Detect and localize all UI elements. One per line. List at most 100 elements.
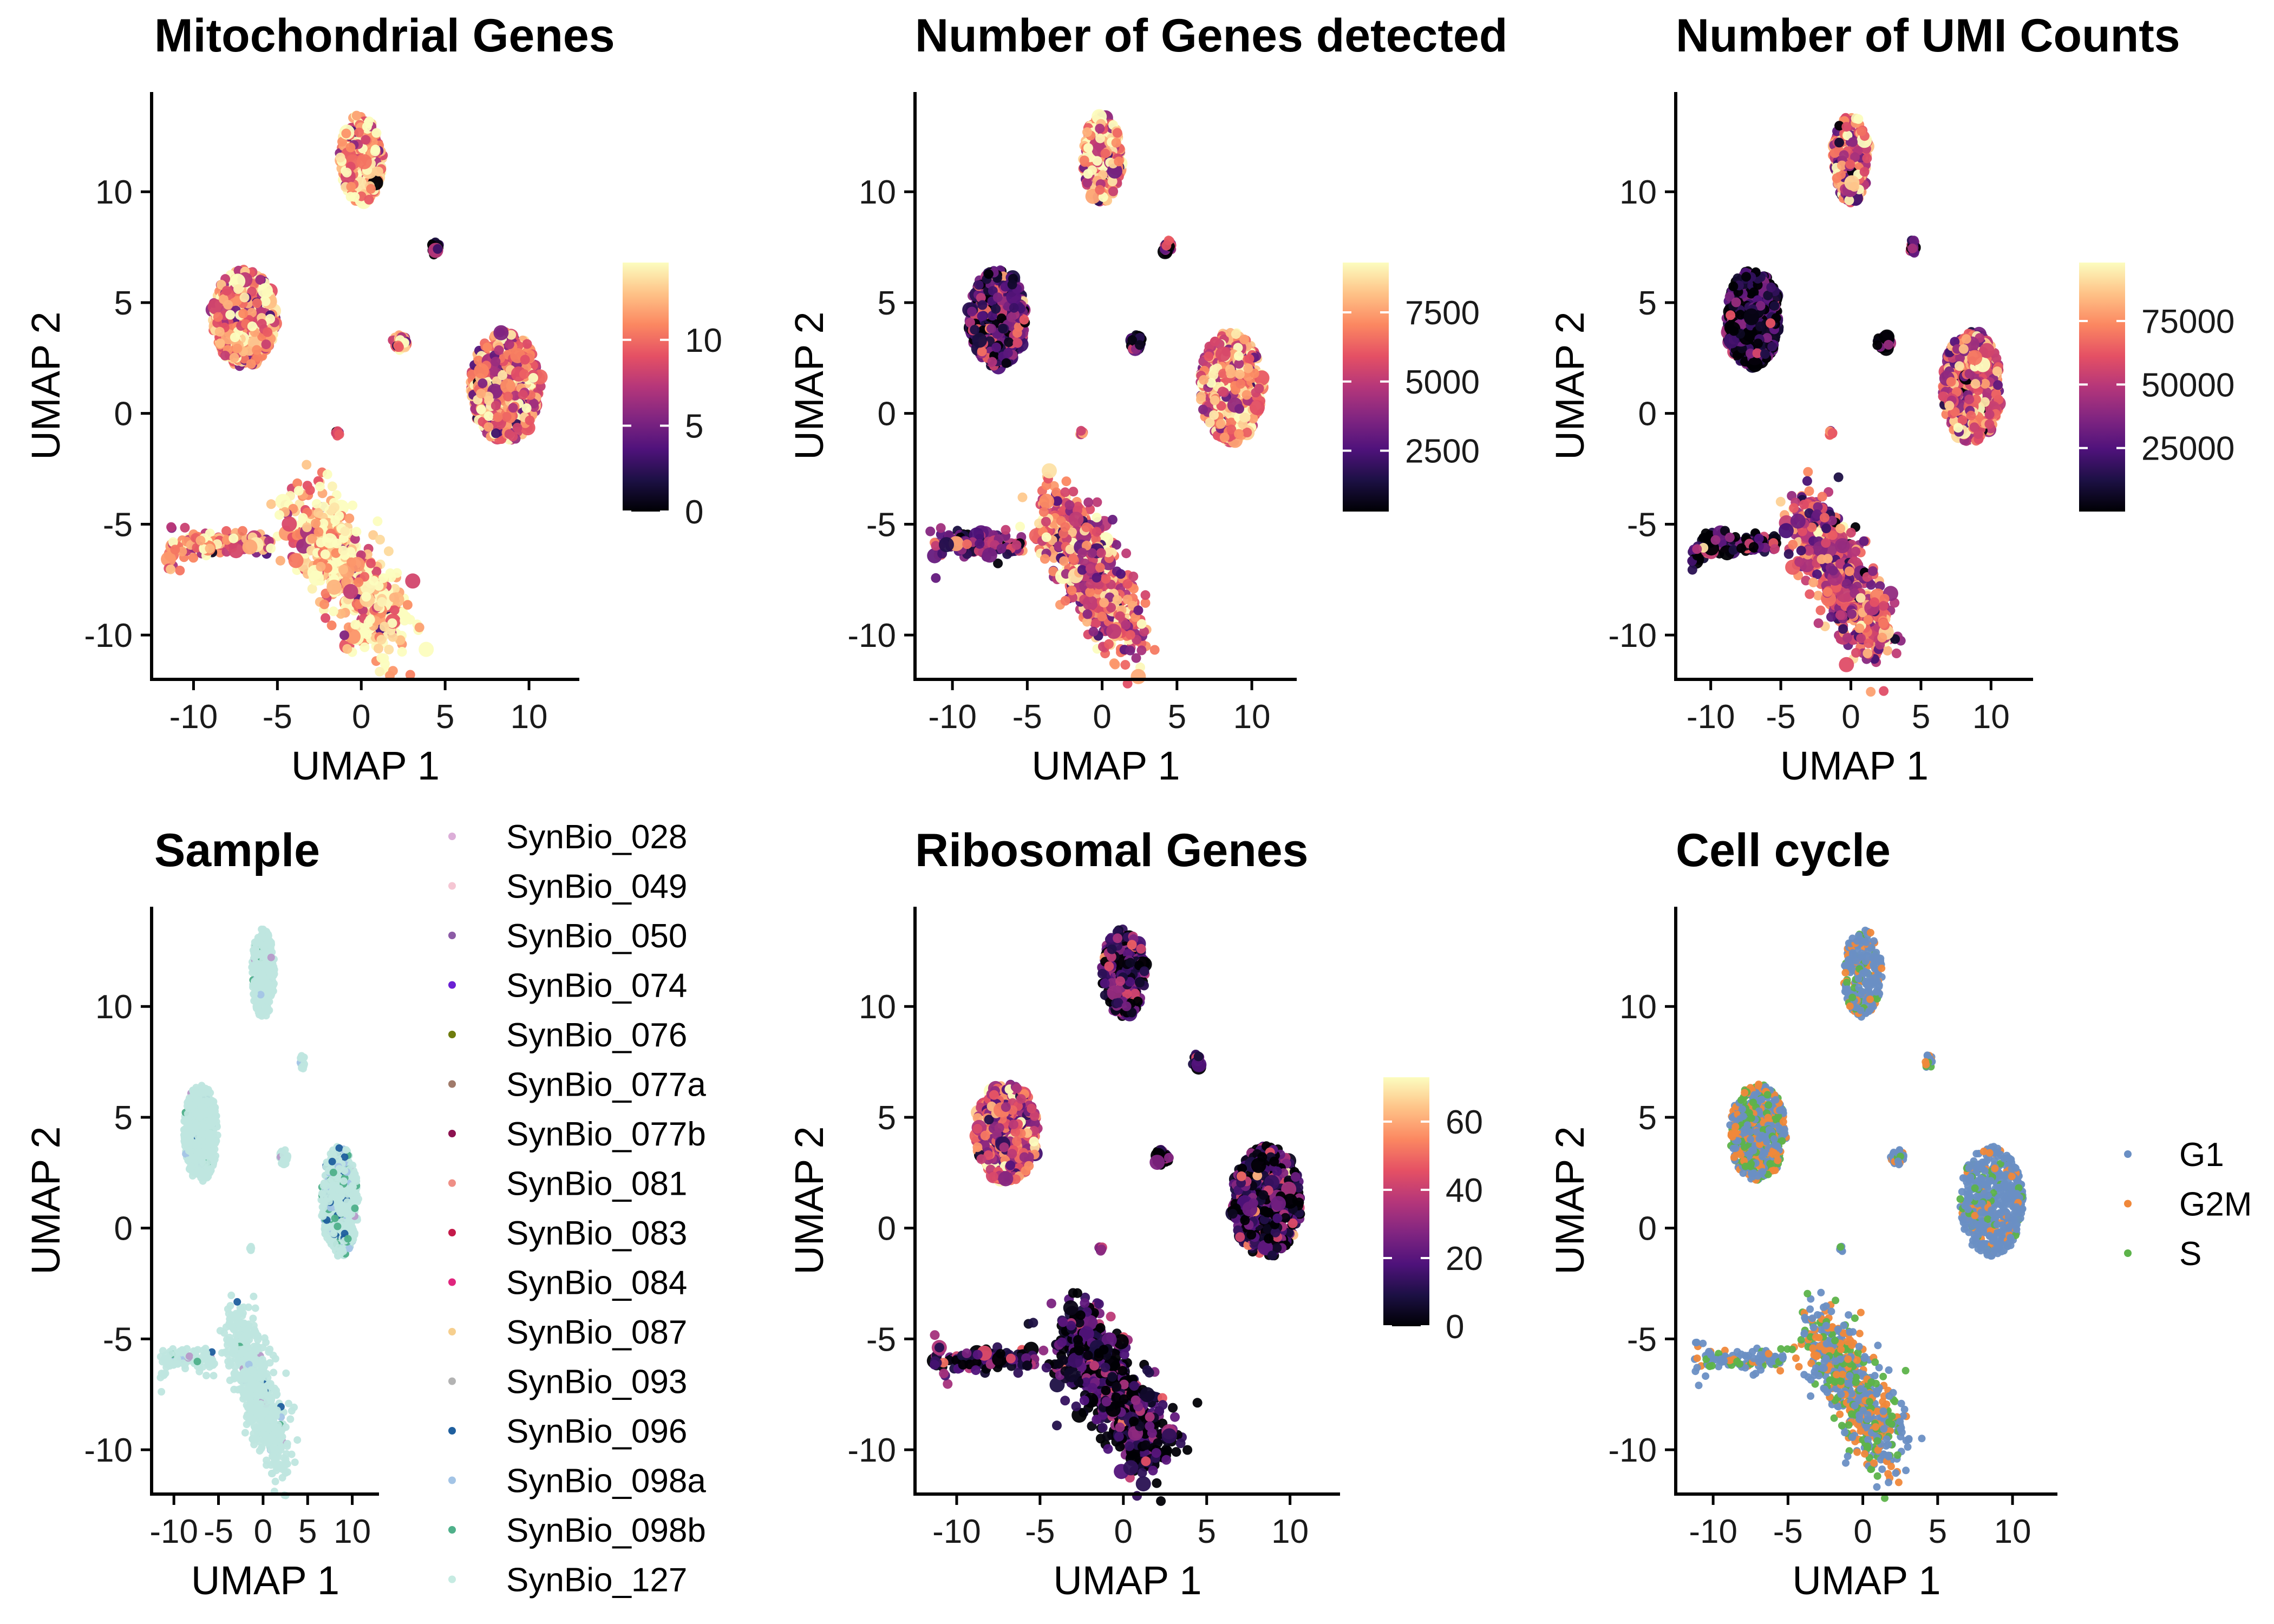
data-point [1082, 178, 1093, 188]
colorbar [1343, 263, 1389, 512]
data-point [220, 350, 230, 361]
data-point [492, 388, 502, 398]
data-point [1082, 595, 1098, 611]
data-point [1099, 598, 1109, 608]
data-point [369, 575, 379, 586]
x-tick-label: 5 [436, 698, 454, 736]
data-point [1042, 463, 1057, 479]
data-point [1079, 155, 1089, 166]
data-point [1133, 605, 1143, 615]
data-point [170, 545, 180, 555]
data-point [1007, 279, 1017, 290]
data-point [1092, 527, 1102, 537]
data-point [315, 481, 325, 492]
x-tick-label: 0 [352, 698, 370, 736]
data-point [504, 339, 514, 350]
data-point [214, 326, 225, 337]
data-point [370, 146, 380, 156]
data-point [389, 592, 399, 603]
data-point [402, 600, 413, 610]
data-point [1135, 340, 1145, 350]
data-point [341, 128, 351, 139]
data-point [252, 345, 262, 355]
data-point [925, 526, 936, 536]
data-point [1095, 123, 1105, 134]
data-point [1060, 522, 1070, 532]
data-point [1233, 351, 1244, 361]
data-point [1122, 579, 1133, 589]
data-point [1112, 595, 1122, 605]
data-point [175, 565, 185, 575]
data-point [366, 558, 376, 568]
data-point [316, 561, 326, 572]
data-point [258, 283, 273, 298]
data-point [342, 167, 352, 178]
x-axis-label: UMAP 1 [291, 743, 440, 788]
data-point [361, 135, 371, 145]
data-point [1092, 156, 1102, 166]
data-point [1125, 645, 1135, 656]
x-tick-label: 10 [511, 698, 548, 736]
data-point [1161, 240, 1172, 251]
data-point [331, 557, 342, 567]
data-point [419, 641, 434, 657]
data-point [522, 339, 532, 349]
data-point [508, 403, 518, 413]
colorbar-tick-label: 0 [685, 494, 703, 531]
data-point [503, 391, 513, 402]
data-point [351, 110, 362, 121]
data-point [1140, 590, 1151, 600]
data-point [1215, 346, 1231, 362]
x-tick-label: -5 [1012, 698, 1042, 736]
data-point [362, 121, 372, 132]
data-point [400, 615, 410, 626]
data-point [257, 319, 267, 329]
data-point [1001, 525, 1011, 535]
data-point [1060, 487, 1070, 497]
data-point [339, 630, 349, 640]
data-point [1041, 516, 1051, 527]
data-point [1219, 433, 1230, 443]
data-point [1848, 137, 1858, 147]
data-point [528, 373, 538, 383]
x-tick-label: -5 [263, 698, 292, 736]
data-point [1120, 660, 1131, 670]
data-point [519, 369, 529, 379]
data-point [327, 481, 337, 492]
data-point [255, 274, 265, 285]
data-point [991, 304, 1001, 314]
data-point [1196, 391, 1206, 402]
data-point [1218, 387, 1227, 397]
data-point [983, 269, 994, 279]
data-point [365, 614, 375, 625]
data-point [265, 314, 276, 324]
data-point [338, 545, 348, 555]
data-point [1209, 410, 1219, 420]
data-point [1038, 507, 1049, 517]
data-point [1092, 573, 1102, 583]
data-point [348, 500, 358, 510]
panel-mito: Mitochondrial Genes-10 -5 0 5 10-10-50510UMA… [23, 10, 722, 788]
data-point [1210, 336, 1220, 346]
data-point [493, 412, 503, 422]
data-point [1243, 363, 1253, 374]
data-point [319, 599, 329, 610]
data-point [1236, 379, 1246, 389]
data-point [313, 508, 323, 518]
data-point [239, 292, 250, 303]
data-point [1210, 395, 1220, 405]
data-point [322, 469, 332, 480]
data-point [1040, 554, 1050, 564]
data-point [1149, 645, 1160, 655]
data-point [1061, 476, 1071, 487]
data-point [316, 538, 326, 548]
data-point [166, 564, 176, 574]
data-point [344, 513, 355, 523]
data-point [1012, 328, 1022, 338]
data-point [360, 642, 370, 652]
data-point [340, 526, 350, 536]
data-point [205, 543, 215, 554]
data-point [166, 522, 177, 532]
data-point [1239, 335, 1250, 344]
data-point [1216, 419, 1226, 429]
